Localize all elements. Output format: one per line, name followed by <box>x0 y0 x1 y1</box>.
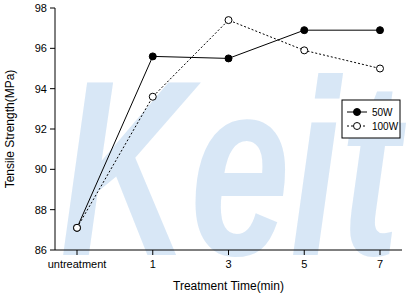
point <box>225 55 232 62</box>
point <box>74 224 81 231</box>
x-tick-label: 5 <box>301 258 307 270</box>
legend: 50W 100W <box>342 100 400 138</box>
point <box>149 93 156 100</box>
chart: Keit 86 88 90 92 94 96 98 untreatment 1 3 5 7 Treatme… <box>0 0 412 301</box>
y-tick-label: 86 <box>35 244 47 256</box>
point <box>225 17 232 24</box>
x-axis-label: Treatment Time(min) <box>173 279 284 293</box>
x-tick <box>77 250 78 255</box>
x-tick <box>228 250 229 255</box>
legend-marker <box>354 123 361 130</box>
y-tick <box>50 8 55 9</box>
point <box>377 65 384 72</box>
series-line <box>77 30 380 228</box>
point <box>149 53 156 60</box>
legend-marker <box>354 109 361 116</box>
y-tick-label: 96 <box>35 42 47 54</box>
y-tick-label: 94 <box>35 83 47 95</box>
y-tick <box>50 88 55 89</box>
y-tick-label: 98 <box>35 2 47 14</box>
y-tick-label: 88 <box>35 204 47 216</box>
point <box>301 47 308 54</box>
y-tick <box>50 48 55 49</box>
legend-label: 100W <box>372 121 399 132</box>
chart-root: Keit 86 88 90 92 94 96 98 untreatment 1 3 5 7 Treatme… <box>0 0 412 301</box>
x-tick <box>152 250 153 255</box>
y-tick <box>50 129 55 130</box>
legend-box <box>342 100 400 138</box>
x-tick-label: 7 <box>377 258 383 270</box>
plot-area <box>74 17 384 232</box>
y-axis-label: Tensile Strength(MPa) <box>3 70 17 189</box>
x-tick-label: 1 <box>150 258 156 270</box>
point <box>377 27 384 34</box>
watermark: Keit <box>60 29 406 301</box>
point <box>301 27 308 34</box>
y-tick <box>50 209 55 210</box>
y-tick <box>50 169 55 170</box>
y-tick <box>50 250 55 251</box>
legend-label: 50W <box>372 107 393 118</box>
y-tick-label: 92 <box>35 123 47 135</box>
x-tick-label: untreatment <box>48 258 107 270</box>
x-tick <box>304 250 305 255</box>
y-tick-label: 90 <box>35 163 47 175</box>
x-tick-label: 3 <box>225 258 231 270</box>
x-tick <box>380 250 381 255</box>
point <box>74 224 81 231</box>
series-line <box>77 20 380 228</box>
